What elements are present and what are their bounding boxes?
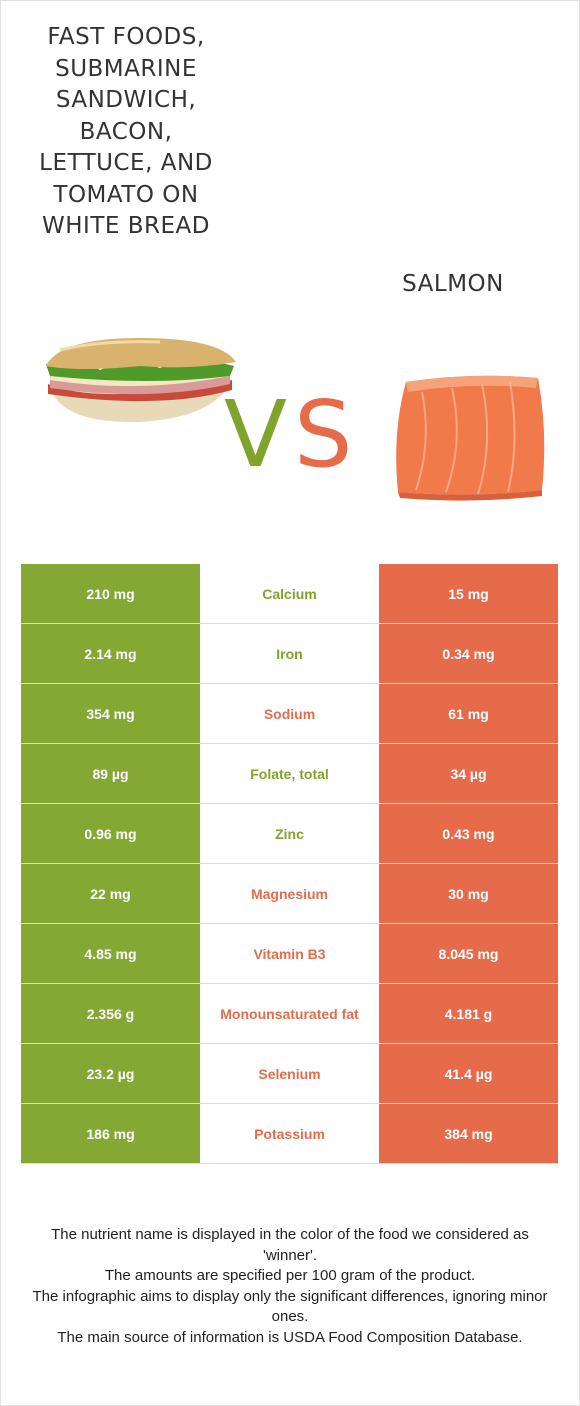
left-food-value: 2.356 g	[21, 983, 200, 1044]
vs-label: V S	[224, 384, 352, 484]
right-food-value: 0.43 mg	[379, 803, 558, 864]
right-food-value: 61 mg	[379, 683, 558, 744]
nutrient-name: Zinc	[200, 803, 379, 864]
left-food-value: 22 mg	[21, 863, 200, 924]
right-food-value: 8.045 mg	[379, 923, 558, 984]
nutrient-name: Vitamin B3	[200, 923, 379, 984]
footer-note: The nutrient name is displayed in the co…	[51, 1226, 529, 1264]
left-food-value: 210 mg	[21, 564, 200, 624]
footer-note: The main source of information is USDA F…	[57, 1328, 523, 1346]
nutrient-name: Selenium	[200, 1043, 379, 1104]
vs-letter-v: V	[224, 384, 287, 484]
left-food-value: 89 µg	[21, 743, 200, 804]
nutrient-name: Sodium	[200, 683, 379, 744]
right-food-value: 0.34 mg	[379, 623, 558, 684]
sandwich-image	[46, 338, 236, 423]
vs-letter-s: S	[294, 384, 352, 484]
nutrient-name: Folate, total	[200, 743, 379, 804]
right-food-value: 4.181 g	[379, 983, 558, 1044]
left-food-value: 186 mg	[21, 1103, 200, 1164]
right-food-value: 384 mg	[379, 1103, 558, 1164]
right-food-title: SALMON	[402, 271, 504, 297]
table-row: 210 mg Calcium 15 mg	[21, 564, 558, 624]
footer-note: The infographic aims to display only the…	[32, 1287, 548, 1326]
table-row: 0.96 mg Zinc 0.43 mg	[21, 803, 558, 864]
nutrient-name: Potassium	[200, 1103, 379, 1164]
right-food-value: 34 µg	[379, 743, 558, 804]
table-row: 2.14 mg Iron 0.34 mg	[21, 623, 558, 684]
nutrient-name: Magnesium	[200, 863, 379, 924]
footer-note: The amounts are specified per 100 gram o…	[104, 1267, 476, 1284]
table-row: 23.2 µg Selenium 41.4 µg	[21, 1043, 558, 1104]
table-row: 4.85 mg Vitamin B3 8.045 mg	[21, 923, 558, 984]
salmon-fillet-image	[396, 375, 545, 501]
right-food-value: 30 mg	[379, 863, 558, 924]
nutrient-comparison-table: 210 mg Calcium 15 mg 2.14 mg Iron 0.34 mg 354 …	[21, 564, 558, 1164]
nutrient-name: Monounsaturated fat	[200, 983, 379, 1044]
left-food-value: 0.96 mg	[21, 803, 200, 864]
table-row: 2.356 g Monounsaturated fat 4.181 g	[21, 983, 558, 1044]
table-row: 186 mg Potassium 384 mg	[21, 1103, 558, 1164]
left-food-title: FAST FOODS, SUBMARINE SANDWICH, BACON, L…	[39, 24, 213, 239]
left-food-value: 354 mg	[21, 683, 200, 744]
table-row: 89 µg Folate, total 34 µg	[21, 743, 558, 804]
nutrient-name: Iron	[200, 623, 379, 684]
right-food-value: 41.4 µg	[379, 1043, 558, 1104]
right-food-value: 15 mg	[379, 564, 558, 624]
table-row: 22 mg Magnesium 30 mg	[21, 863, 558, 924]
table-row: 354 mg Sodium 61 mg	[21, 683, 558, 744]
footer-notes: The nutrient name is displayed in the co…	[30, 1225, 550, 1348]
left-food-value: 23.2 µg	[21, 1043, 200, 1104]
nutrient-name: Calcium	[200, 564, 379, 624]
left-food-value: 4.85 mg	[21, 923, 200, 984]
left-food-value: 2.14 mg	[21, 623, 200, 684]
